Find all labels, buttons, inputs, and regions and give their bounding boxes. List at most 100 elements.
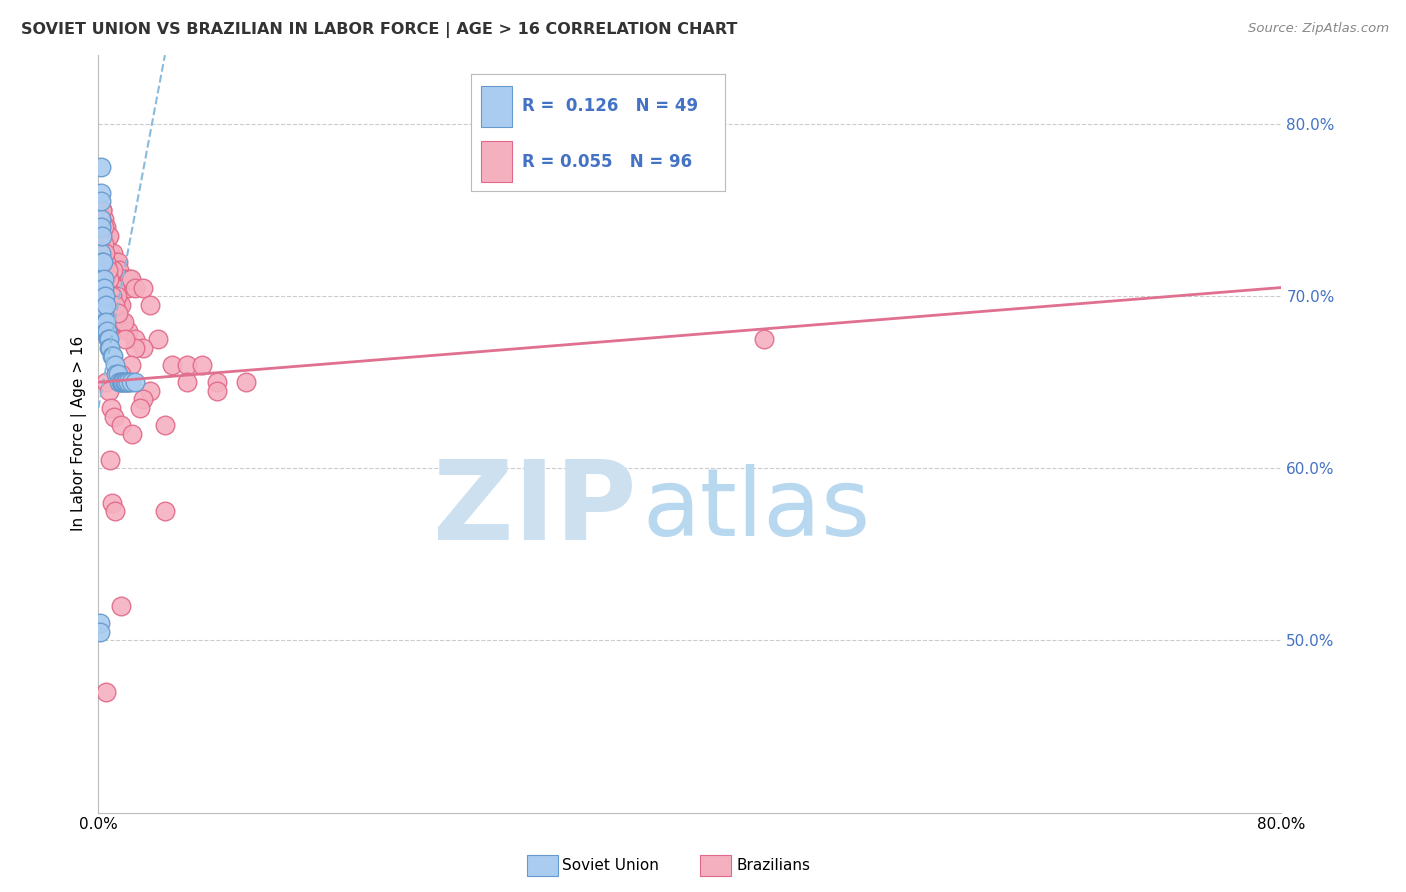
Point	[90, 220, 112, 235]
Point	[105, 289, 128, 303]
Text: SOVIET UNION VS BRAZILIAN IN LABOR FORCE | AGE > 16 CORRELATION CHART: SOVIET UNION VS BRAZILIAN IN LABOR FORCE…	[21, 22, 738, 38]
Text: Soviet Union: Soviet Union	[562, 858, 659, 872]
Text: Brazilians: Brazilians	[737, 858, 811, 872]
Point	[91, 298, 114, 312]
Point	[107, 306, 129, 320]
Point	[94, 315, 117, 329]
Point	[107, 367, 129, 381]
Point	[91, 324, 114, 338]
Point	[90, 211, 112, 226]
Point	[96, 246, 118, 260]
Point	[101, 263, 124, 277]
Point	[115, 280, 138, 294]
Point	[100, 289, 122, 303]
Point	[98, 341, 121, 355]
Point	[90, 272, 112, 286]
Point	[91, 220, 114, 235]
Point	[96, 315, 118, 329]
Point	[114, 375, 136, 389]
Point	[120, 375, 142, 389]
Point	[110, 375, 132, 389]
Point	[108, 298, 131, 312]
Point	[96, 315, 118, 329]
Point	[124, 332, 146, 346]
Point	[153, 504, 176, 518]
Point	[114, 272, 136, 286]
Point	[104, 504, 127, 518]
Point	[176, 358, 198, 372]
Point	[93, 315, 115, 329]
Point	[139, 384, 162, 398]
Point	[94, 324, 117, 338]
Point	[105, 367, 128, 381]
Point	[118, 272, 141, 286]
Point	[105, 289, 128, 303]
Point	[93, 254, 115, 268]
Point	[107, 254, 129, 268]
Point	[153, 418, 176, 433]
Point	[205, 375, 228, 389]
Point	[101, 272, 124, 286]
Point	[101, 496, 124, 510]
Point	[91, 254, 114, 268]
Point	[117, 324, 139, 338]
Point	[112, 375, 135, 389]
Point	[115, 375, 138, 389]
Point	[90, 160, 112, 174]
Point	[90, 186, 112, 200]
Point	[146, 332, 169, 346]
Point	[89, 616, 111, 631]
Point	[93, 280, 115, 294]
Point	[93, 324, 115, 338]
Point	[98, 341, 121, 355]
Point	[91, 202, 114, 217]
Point	[120, 272, 142, 286]
Point	[103, 409, 125, 424]
Point	[98, 272, 121, 286]
Point	[90, 211, 112, 226]
Point	[121, 426, 143, 441]
Point	[97, 263, 120, 277]
Point	[93, 220, 115, 235]
Point	[94, 220, 117, 235]
Point	[93, 237, 115, 252]
Point	[100, 350, 122, 364]
Point	[100, 401, 122, 415]
Point	[90, 246, 112, 260]
Point	[98, 324, 121, 338]
Point	[91, 306, 114, 320]
Point	[91, 228, 114, 243]
Point	[108, 263, 131, 277]
Point	[96, 254, 118, 268]
Point	[110, 418, 132, 433]
Point	[94, 263, 117, 277]
Point	[91, 280, 114, 294]
Point	[112, 315, 135, 329]
Point	[132, 392, 155, 407]
Point	[117, 280, 139, 294]
Point	[235, 375, 257, 389]
Point	[90, 289, 112, 303]
Point	[94, 246, 117, 260]
Point	[124, 280, 146, 294]
Point	[96, 324, 118, 338]
Point	[752, 332, 775, 346]
Point	[191, 358, 214, 372]
Point	[94, 228, 117, 243]
Point	[97, 332, 120, 346]
Point	[98, 272, 121, 286]
Point	[97, 332, 120, 346]
Point	[132, 341, 155, 355]
Point	[93, 272, 115, 286]
Point	[176, 375, 198, 389]
Point	[91, 289, 114, 303]
Point	[205, 384, 228, 398]
Text: ZIP: ZIP	[433, 456, 637, 563]
Point	[162, 358, 184, 372]
Point	[98, 246, 121, 260]
Point	[120, 358, 142, 372]
Y-axis label: In Labor Force | Age > 16: In Labor Force | Age > 16	[72, 336, 87, 532]
Point	[110, 272, 132, 286]
Point	[89, 624, 111, 639]
Point	[117, 375, 139, 389]
